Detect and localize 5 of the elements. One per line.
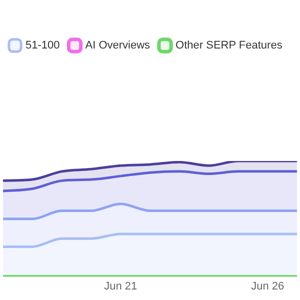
legend-label: 51-100 bbox=[26, 40, 60, 52]
x-tick-label: Jun 21 bbox=[104, 280, 138, 292]
legend-label: Other SERP Features bbox=[176, 40, 283, 52]
x-tick-label: Jun 26 bbox=[251, 280, 284, 292]
legend-label: AI Overviews bbox=[85, 40, 151, 52]
